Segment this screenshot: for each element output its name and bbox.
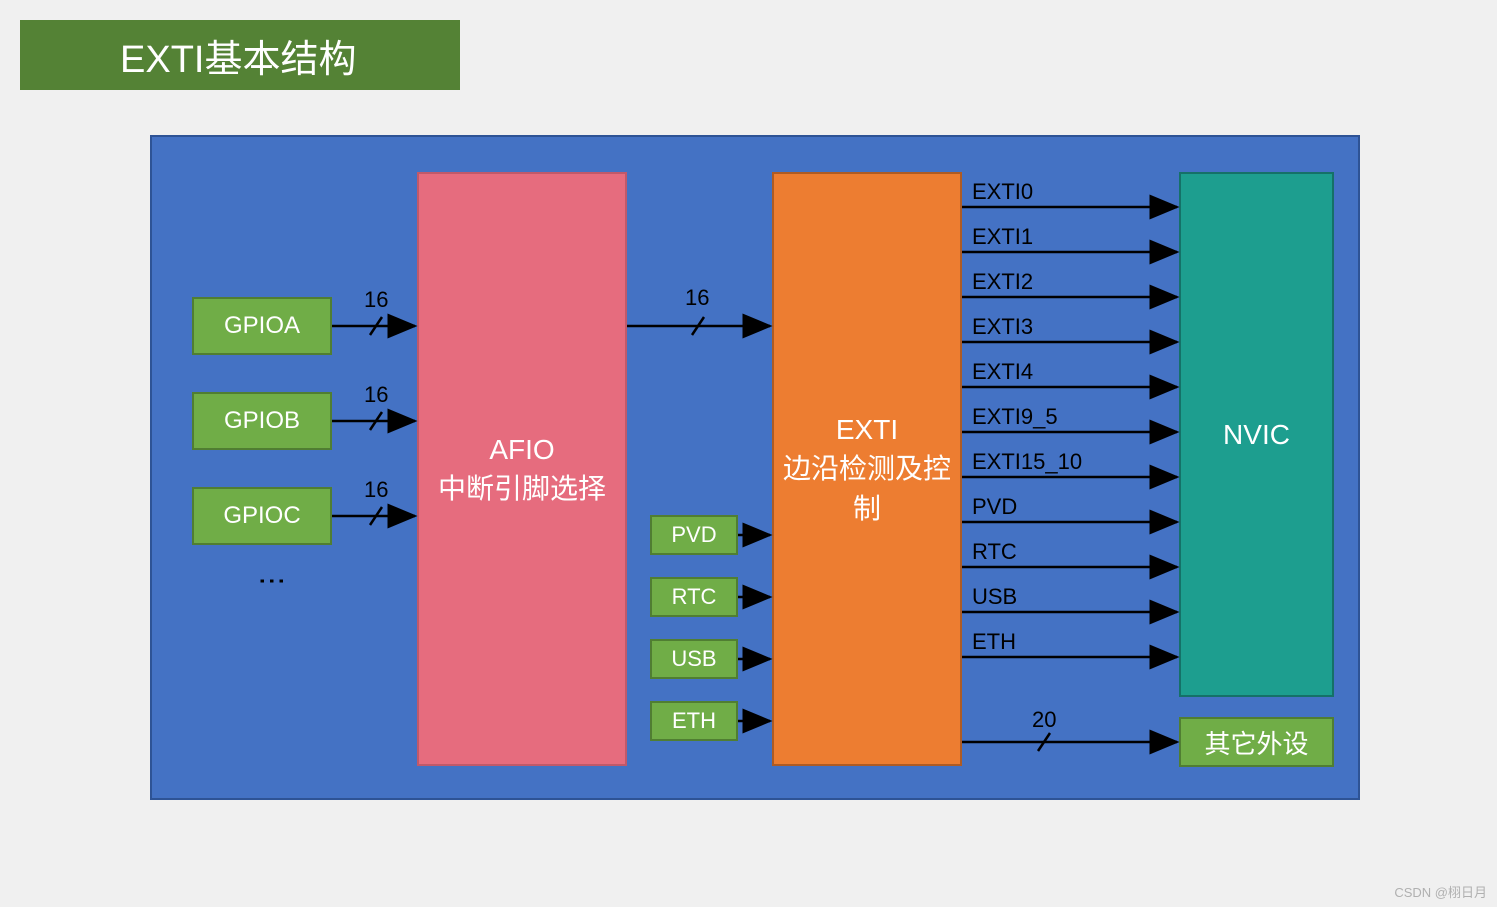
afio-line1: AFIO	[489, 430, 554, 469]
exti0-label: EXTI0	[972, 179, 1033, 205]
other-peripherals-box: 其它外设	[1179, 717, 1334, 767]
eth-box: ETH	[650, 701, 738, 741]
diagram-container: GPIOA GPIOB GPIOC ⋮ AFIO 中断引脚选择 PVD RTC …	[150, 135, 1360, 800]
title-text: EXTI基本结构	[120, 28, 356, 83]
gpioa-bus-label: 16	[364, 287, 388, 313]
exti2-label: EXTI2	[972, 269, 1033, 295]
rtc-out-label: RTC	[972, 539, 1017, 565]
usb-box: USB	[650, 639, 738, 679]
gpioc-label: GPIOC	[223, 502, 300, 530]
eth-out-label: ETH	[972, 629, 1016, 655]
rtc-label: RTC	[672, 584, 717, 610]
gpioc-box: GPIOC	[192, 487, 332, 545]
gpiob-box: GPIOB	[192, 392, 332, 450]
exti-box: EXTI 边沿检测及控制	[772, 172, 962, 766]
pvd-label: PVD	[671, 522, 716, 548]
exti3-label: EXTI3	[972, 314, 1033, 340]
afio-line2: 中断引脚选择	[438, 469, 606, 508]
gpiob-bus-label: 16	[364, 382, 388, 408]
pvd-box: PVD	[650, 515, 738, 555]
exti-line1: EXTI	[836, 410, 898, 449]
gpioc-bus-label: 16	[364, 477, 388, 503]
exti15-10-label: EXTI15_10	[972, 449, 1082, 475]
exti4-label: EXTI4	[972, 359, 1033, 385]
afio-out-label: 16	[685, 285, 709, 311]
watermark: CSDN @栩日月	[1394, 882, 1487, 901]
usb-out-label: USB	[972, 584, 1017, 610]
exti1-label: EXTI1	[972, 224, 1033, 250]
nvic-box: NVIC	[1179, 172, 1334, 697]
nvic-label: NVIC	[1223, 419, 1290, 451]
other-out-label: 20	[1032, 707, 1056, 733]
title-bar: EXTI基本结构	[20, 20, 460, 90]
gpioa-label: GPIOA	[224, 312, 300, 340]
eth-label: ETH	[672, 708, 716, 734]
rtc-box: RTC	[650, 577, 738, 617]
gpiob-label: GPIOB	[224, 407, 300, 435]
gpioa-box: GPIOA	[192, 297, 332, 355]
gpio-ellipsis: ⋮	[256, 567, 289, 601]
exti9-5-label: EXTI9_5	[972, 404, 1058, 430]
other-label: 其它外设	[1204, 724, 1308, 761]
afio-box: AFIO 中断引脚选择	[417, 172, 627, 766]
pvd-out-label: PVD	[972, 494, 1017, 520]
usb-label: USB	[671, 646, 716, 672]
exti-line2: 边沿检测及控制	[774, 449, 960, 527]
